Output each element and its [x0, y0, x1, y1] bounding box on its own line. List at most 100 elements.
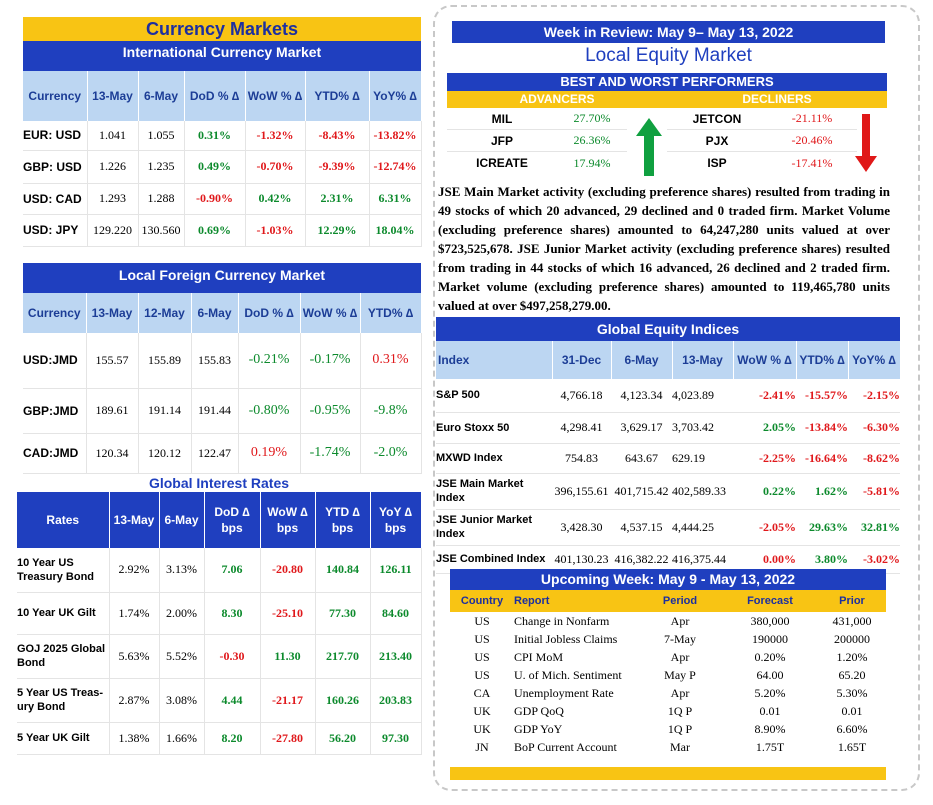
local-header-3: 6-May [191, 293, 239, 333]
rates-cell: 3.13% [159, 548, 205, 593]
decliner-row: PJX -20.46% [667, 130, 857, 152]
intl-cell: 130.560 [138, 214, 185, 247]
intl-cell: -12.74% [369, 150, 422, 184]
rates-cell: 2.00% [159, 592, 205, 635]
rates-header-3: DoD ∆ bps [204, 492, 261, 548]
local-cell: 191.44 [191, 388, 239, 434]
rates-cell: -0.30 [204, 634, 261, 679]
week-review-title-bar: Week in Review: May 9– May 13, 2022 [452, 21, 885, 43]
rates-row: 5 Year US Treas-ury Bond 2.87% 3.08% 4.44 -2… [17, 678, 422, 723]
indices-cell: -2.05% [733, 509, 796, 546]
local-row: GBP:JMD 189.61 191.14 191.44 -0.80% -0.95% -9.… [23, 388, 422, 434]
rates-cell: 5.52% [159, 634, 205, 679]
rates-header-6: YoY ∆ bps [370, 492, 422, 548]
upcoming-cell: 0.01 [841, 703, 863, 718]
indices-cell: 29.63% [796, 509, 848, 546]
upcoming-cell: 1.75T [755, 739, 785, 754]
rates-cell: 5 Year US Treas-ury Bond [17, 678, 110, 723]
local-cell: 155.57 [86, 333, 139, 389]
advancers-list: MIL 27.70% JFP 26.36% ICREATE 17.94% [447, 108, 627, 174]
indices-cell: 401,130.23 [552, 545, 611, 574]
rates-header-4: WoW ∆ bps [260, 492, 316, 548]
local-cell: GBP:JMD [23, 388, 87, 434]
intl-row: GBP: USD 1.226 1.235 0.49% -0.70% -9.39% -12.7… [23, 150, 422, 184]
intl-cell: 1.226 [87, 150, 139, 184]
rates-cell: 97.30 [370, 722, 422, 755]
upcoming-cell: 5.20% [754, 685, 786, 700]
advancer-row: MIL 27.70% [447, 108, 627, 130]
intl-row: USD: CAD 1.293 1.288 -0.90% 0.42% 2.31% 6.31% [23, 183, 422, 215]
decliners-list: JETCON -21.11% PJX -20.46% ISP -17.41% [667, 108, 857, 174]
rates-cell: -27.80 [260, 722, 316, 755]
intl-currency-table: Currency 13-May 6-May DoD % ∆ WoW % ∆ YTD% ∆ Y… [23, 71, 422, 247]
indices-cell: -15.57% [796, 379, 848, 413]
upcoming-row: UK GDP QoQ 1Q P 0.01 0.01 [450, 702, 886, 720]
upcoming-cell: Unemployment Rate [514, 685, 614, 700]
indices-cell: 4,766.18 [552, 379, 611, 413]
indices-cell: 2.05% [733, 412, 796, 444]
local-currency-title: Local Foreign Currency Market [118, 267, 326, 283]
indices-cell: 4,537.15 [611, 509, 672, 546]
intl-cell: 1.235 [138, 150, 185, 184]
upcoming-row: US CPI MoM Apr 0.20% 1.20% [450, 648, 886, 666]
local-header-2: 12-May [138, 293, 192, 333]
upcoming-row: US Initial Jobless Claims 7-May 190000 20000… [450, 630, 886, 648]
indices-cell: 0.22% [733, 473, 796, 510]
upcoming-cell: US [474, 667, 490, 682]
advancer-ticker: MIL [491, 111, 513, 126]
indices-cell: 416,382.22 [611, 545, 672, 574]
indices-header-5: YTD% ∆ [796, 341, 849, 379]
advancer-change: 17.94% [573, 155, 611, 170]
decliner-ticker: ISP [707, 156, 727, 170]
indices-cell: 4,023.89 [672, 379, 733, 413]
decliner-ticker: JETCON [692, 111, 742, 126]
indices-cell: -2.15% [848, 379, 900, 413]
indices-header-2: 6-May [611, 341, 673, 379]
upcoming-cell: US [474, 631, 490, 646]
indices-header-4: WoW % ∆ [733, 341, 797, 379]
decliner-row: ISP -17.41% [667, 152, 857, 174]
intl-header-5: YTD% ∆ [305, 71, 370, 121]
intl-row: EUR: USD 1.041 1.055 0.31% -1.32% -8.43% -13.8… [23, 121, 422, 151]
local-row: USD:JMD 155.57 155.89 155.83 -0.21% -0.17% 0.3… [23, 333, 422, 389]
advancer-ticker: ICREATE [476, 156, 528, 170]
rates-cell: 213.40 [370, 634, 422, 679]
upcoming-cell: 0.20% [754, 649, 786, 664]
upcoming-row: JN BoP Current Account Mar 1.75T 1.65T [450, 738, 886, 756]
best-worst-title-bar: BEST AND WORST PERFORMERS [447, 73, 887, 91]
rates-cell: -20.80 [260, 548, 316, 593]
indices-cell: 3,428.30 [552, 509, 611, 546]
local-cell: -2.0% [360, 433, 422, 474]
rates-cell: 8.30 [204, 592, 261, 635]
advancers-label: ADVANCERS [447, 91, 667, 108]
intl-cell: 0.31% [184, 121, 246, 151]
intl-header-6: YoY% ∆ [369, 71, 422, 121]
upcoming-cell: Apr [670, 613, 690, 628]
indices-row: JSE Junior Market Index 3,428.30 4,537.15 4… [436, 509, 900, 546]
upcoming-cell: GDP YoY [514, 721, 563, 736]
week-in-review-panel [433, 5, 920, 791]
currency-markets-title-bar: Currency Markets [23, 17, 421, 41]
upcoming-cell: UK [473, 703, 491, 718]
local-header-1: 13-May [86, 293, 139, 333]
intl-currency-title: International Currency Market [122, 44, 322, 60]
intl-cell: 0.42% [245, 183, 306, 215]
decliner-change: -17.41% [791, 155, 833, 170]
indices-cell: -13.84% [796, 412, 848, 444]
upcoming-header-4: Prior [839, 595, 865, 607]
upcoming-cell: Mar [670, 739, 690, 754]
indices-header-1: 31-Dec [552, 341, 612, 379]
decliner-row: JETCON -21.11% [667, 108, 857, 130]
intl-cell: 1.041 [87, 121, 139, 151]
indices-cell: JSE Main Market Index [436, 473, 552, 510]
indices-cell: -2.41% [733, 379, 796, 413]
local-header-6: YTD% ∆ [360, 293, 422, 333]
equity-indices-title: Global Equity Indices [596, 321, 740, 337]
indices-cell: 3,629.17 [611, 412, 672, 444]
rates-cell: 84.60 [370, 592, 422, 635]
rates-cell: 3.08% [159, 678, 205, 723]
upcoming-header-3: Forecast [747, 595, 793, 607]
rates-header-1: 13-May [109, 492, 160, 548]
intl-header-1: 13-May [87, 71, 139, 121]
upcoming-cell: GDP QoQ [514, 703, 564, 718]
